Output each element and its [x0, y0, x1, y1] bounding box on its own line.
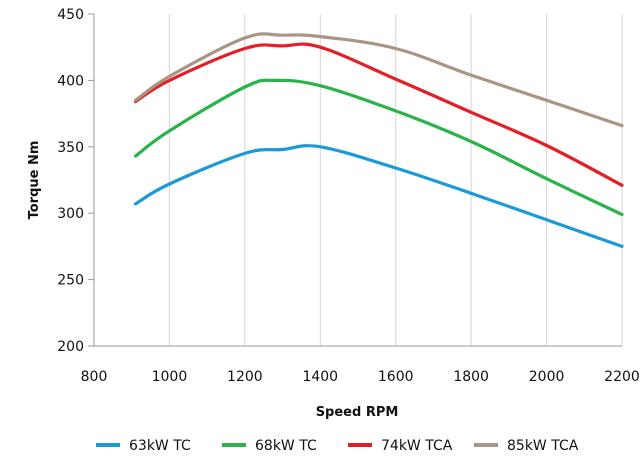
series-line-1: [133, 144, 624, 248]
legend-label: 74kW TCA: [381, 438, 453, 454]
x-tick-label: 1200: [227, 369, 263, 385]
series-line-2: [133, 78, 624, 217]
legend: 63kW TC 68kW TC 74kW TCA 85kW TCA: [96, 438, 579, 454]
x-tick-label: 2000: [529, 369, 565, 385]
y-axis-title: Torque Nm: [27, 141, 42, 220]
series-line-4: [133, 32, 624, 128]
series-line-3: [133, 42, 624, 187]
legend-label: 68kW TC: [255, 438, 317, 454]
y-tick-label: 250: [57, 273, 84, 289]
series: [133, 32, 624, 248]
x-tick-label: 1000: [152, 369, 188, 385]
grid: [93, 14, 623, 346]
x-tick-label: 2200: [604, 369, 640, 385]
x-tick-label: 1400: [302, 369, 338, 385]
x-tick-label: 1600: [378, 369, 414, 385]
x-tick-label: 800: [81, 369, 108, 385]
x-axis-title: Speed RPM: [316, 405, 399, 420]
y-tick-label: 200: [57, 339, 84, 355]
y-tick-label: 300: [57, 206, 84, 222]
y-tick-label: 400: [57, 73, 84, 89]
y-tick-label: 450: [57, 7, 84, 23]
x-tick-label: 1800: [453, 369, 489, 385]
legend-label: 63kW TC: [129, 438, 191, 454]
y-tick-label: 350: [57, 140, 84, 156]
legend-label: 85kW TCA: [507, 438, 579, 454]
axes: 200 250 300 350 400 450 800 1000 1200 1400 1600 180…: [57, 7, 640, 385]
